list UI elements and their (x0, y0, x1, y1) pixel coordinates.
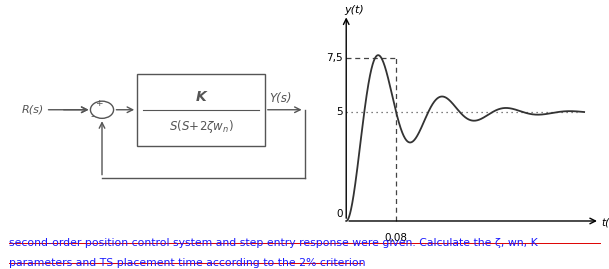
Text: R(s): R(s) (21, 105, 44, 115)
Text: +: + (95, 99, 103, 108)
Text: 5: 5 (336, 107, 343, 117)
Text: t(sn): t(sn) (602, 217, 609, 227)
Text: $S(S\!+\!2\zeta w_n)$: $S(S\!+\!2\zeta w_n)$ (169, 118, 233, 135)
Text: K: K (195, 90, 206, 104)
Text: 0,08: 0,08 (385, 233, 408, 243)
FancyBboxPatch shape (137, 74, 265, 146)
Text: second-order position control system and step entry response were given. Calcula: second-order position control system and… (9, 238, 538, 248)
Text: -: - (90, 111, 94, 121)
Text: 0: 0 (337, 209, 343, 219)
Text: 7,5: 7,5 (326, 53, 343, 63)
Text: parameters and TS placement time according to the 2% criterion: parameters and TS placement time accordi… (9, 258, 365, 268)
Text: Y(s): Y(s) (269, 92, 292, 105)
Text: y(t): y(t) (344, 5, 364, 15)
